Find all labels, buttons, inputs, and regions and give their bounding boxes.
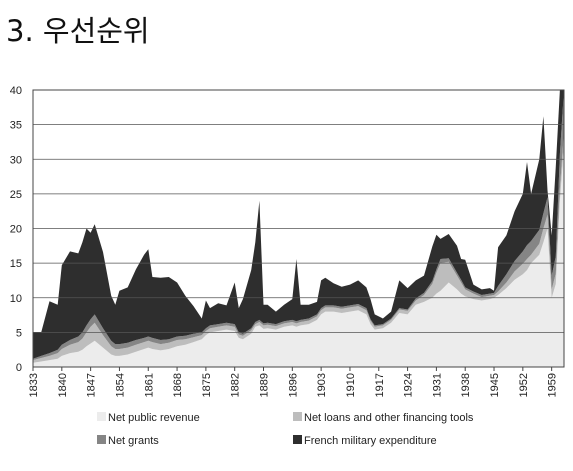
area-net-public-revenue [33,145,564,367]
y-tick-label: 40 [10,85,22,97]
x-tick-label: 1924 [403,373,415,397]
x-tick-label: 1840 [57,373,69,397]
x-tick-label: 1896 [287,373,299,397]
x-tick-label: 1959 [547,373,559,397]
gridlines [32,89,565,368]
legend-swatch [97,435,106,444]
x-tick-label: 1917 [374,373,386,397]
y-tick-label: 30 [10,154,22,166]
x-tick-label: 1945 [489,373,501,397]
y-tick-label: 35 [10,120,22,132]
legend-swatch [293,412,302,421]
x-tick-label: 1875 [201,373,213,397]
y-tick-label: 0 [16,362,22,374]
x-tick-label: 1903 [316,373,328,397]
x-tick-label: 1854 [114,373,126,397]
legend-label: Net grants [108,435,159,447]
y-tick-label: 25 [10,189,22,201]
legend-swatch [97,412,106,421]
legend-label: Net loans and other financing tools [304,412,474,424]
y-tick-label: 10 [10,293,22,305]
legend-swatch [293,435,302,444]
legend: Net public revenue Net loans and other fi… [97,412,474,447]
plot-border [32,89,565,368]
x-tick-label: 1868 [172,373,184,397]
y-axis: 0 5 10 15 20 25 30 35 40 [10,85,22,374]
x-tick-label: 1833 [28,373,40,397]
y-tick-label: 5 [16,327,22,339]
area-net-loans-and-other-financing-tools [33,131,564,363]
x-tick-label: 1938 [460,373,472,397]
area-series [33,90,564,367]
page-title: 3. 우선순위 [6,14,150,48]
x-tick-label: 1847 [86,373,98,397]
y-tick-label: 20 [10,224,22,236]
x-tick-label: 1861 [143,373,155,397]
x-tick-label: 1931 [431,373,443,397]
x-tick-label: 1952 [518,373,530,397]
x-tick-label: 1910 [345,373,357,397]
x-tick-label: 1889 [259,373,271,397]
legend-label: French military expenditure [304,435,437,447]
x-axis: 1833 1840 1847 1854 1861 1868 1875 1882 1889 1896… [28,367,559,397]
legend-label: Net public revenue [108,412,200,424]
x-tick-label: 1882 [230,373,242,397]
y-tick-label: 15 [10,258,22,270]
area-french-military-expenditure [33,90,564,359]
